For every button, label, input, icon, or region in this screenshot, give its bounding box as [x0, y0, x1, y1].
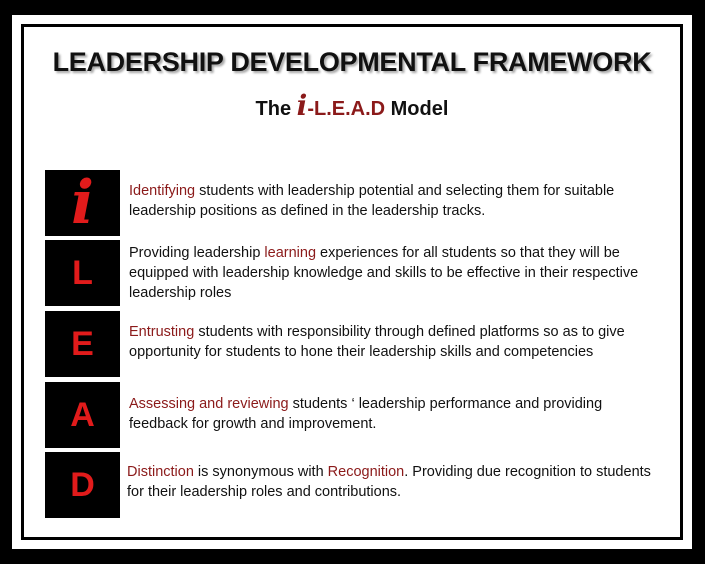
subtitle-i-glyph: i — [296, 89, 308, 122]
row-description: Distinction is synonymous with Recogniti… — [127, 462, 657, 502]
row-identifying: i Identifying students with leadership p… — [45, 168, 665, 238]
inner-frame: LEADERSHIP DEVELOPMENTAL FRAMEWORK The i… — [21, 24, 683, 540]
row-entrusting: E Entrusting students with responsibilit… — [45, 311, 665, 377]
row-text: experiences for all students so that the… — [129, 245, 639, 301]
row-text: . Providing due recognition to students … — [127, 464, 651, 500]
row-text: students with leadership potential and s… — [129, 183, 615, 219]
row-text: students ‘ leadership performance and pr… — [129, 396, 603, 432]
row-text-before: Providing leadership — [129, 245, 265, 261]
outer-frame: LEADERSHIP DEVELOPMENTAL FRAMEWORK The i… — [12, 15, 692, 549]
model-subtitle: The i-L.E.A.D Model — [24, 89, 680, 122]
highlight-term: Identifying — [129, 183, 196, 199]
letter-box-l: L — [45, 240, 120, 306]
letter-box-e: E — [45, 311, 120, 377]
subtitle-prefix: The — [255, 98, 297, 120]
row-learning: L Providing leadership learning experien… — [45, 240, 665, 306]
letter-box-d: D — [45, 452, 120, 518]
page-title: LEADERSHIP DEVELOPMENTAL FRAMEWORK — [52, 47, 652, 77]
letter-box-a: A — [45, 382, 120, 448]
row-description: Identifying students with leadership pot… — [129, 181, 659, 221]
row-distinction: D Distinction is synonymous with Recogni… — [45, 452, 665, 518]
highlight-term: Entrusting — [129, 324, 195, 340]
row-description: Entrusting students with responsibility … — [129, 322, 659, 362]
row-assessing: A Assessing and reviewing students ‘ lea… — [45, 382, 665, 448]
row-text-middle: is synonymous with — [193, 464, 328, 480]
highlight-term: learning — [264, 245, 317, 261]
row-description: Assessing and reviewing students ‘ leade… — [129, 394, 659, 434]
row-text: students with responsibility through def… — [129, 324, 625, 360]
subtitle-suffix: Model — [385, 98, 449, 120]
letter-box-i: i — [45, 168, 120, 238]
subtitle-lead: -L.E.A.D — [307, 98, 386, 120]
row-description: Providing leadership learning experience… — [129, 243, 659, 303]
highlight-term: Assessing and reviewing — [129, 396, 289, 412]
highlight-term-2: Recognition — [327, 464, 405, 480]
highlight-term: Distinction — [127, 464, 194, 480]
